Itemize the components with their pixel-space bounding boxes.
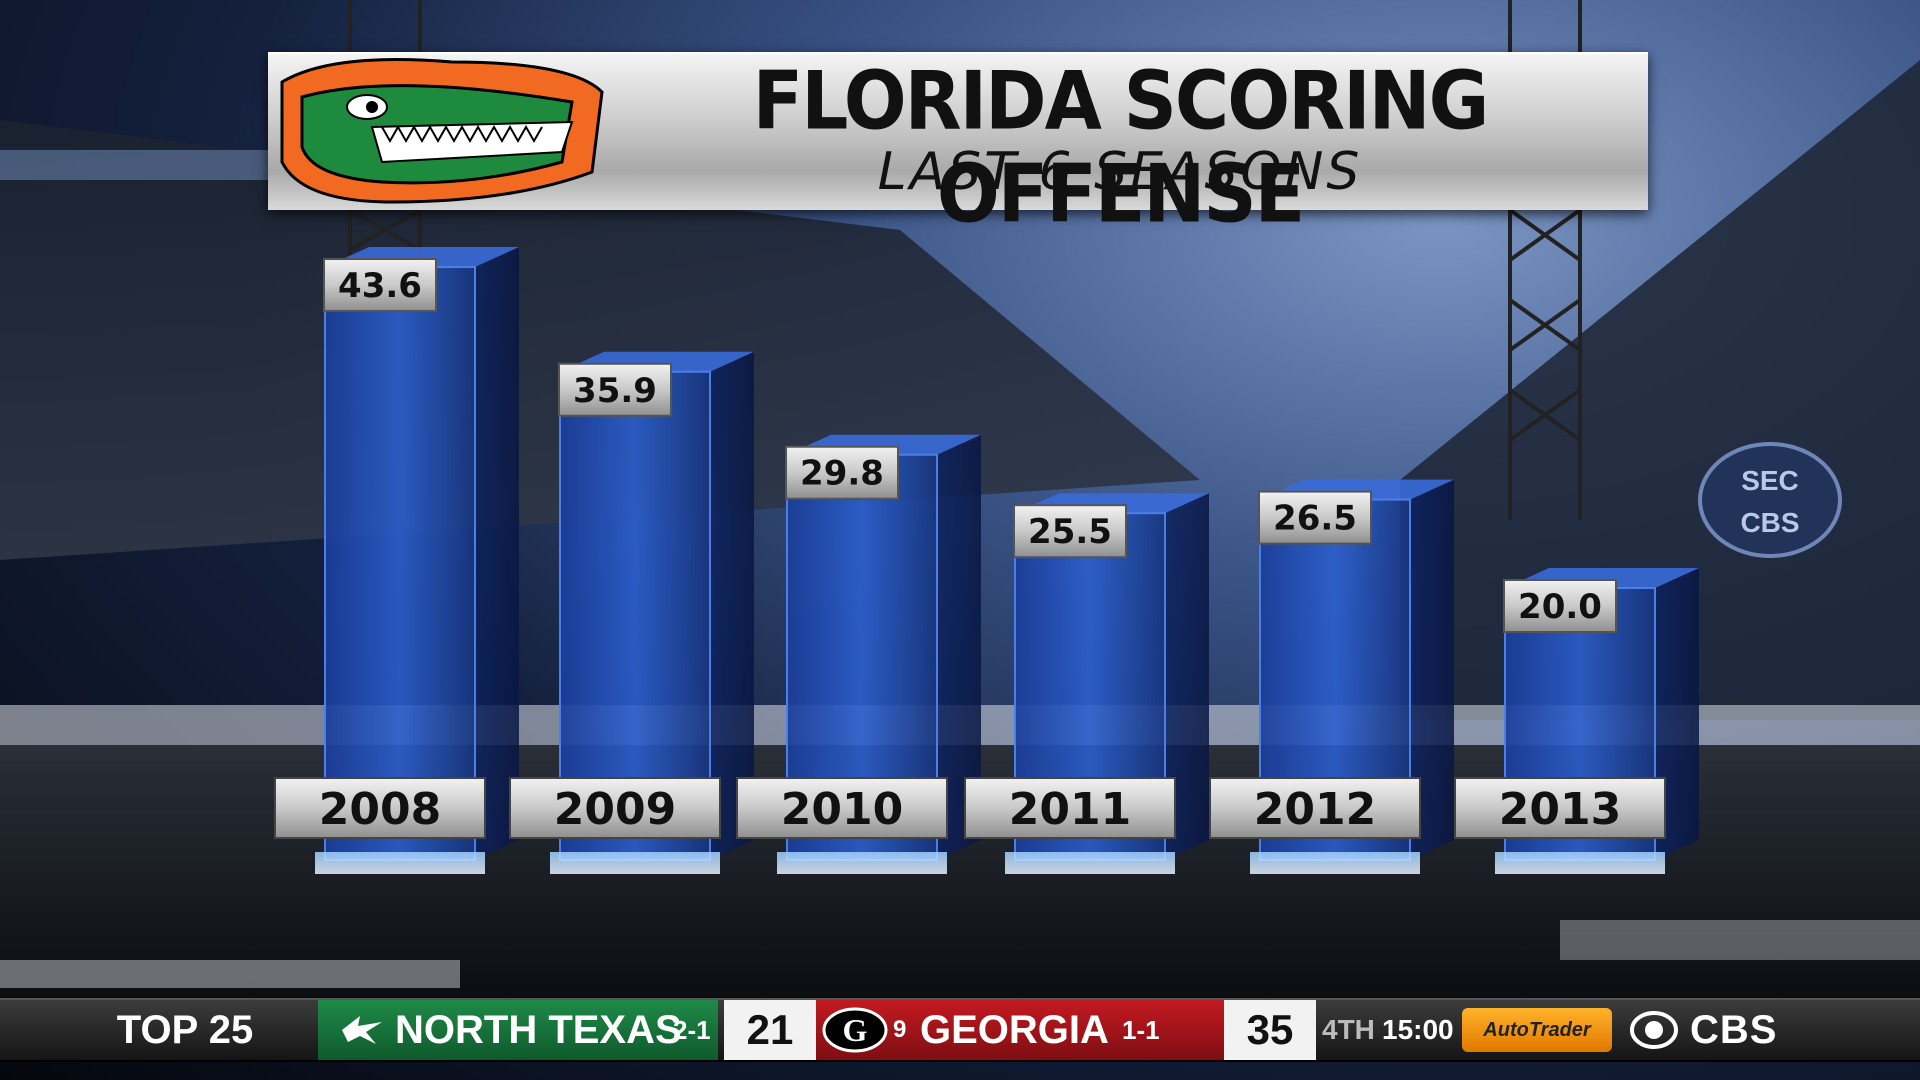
bar-base-glow-2010 [777, 852, 947, 874]
category-plate-2012 [1209, 777, 1421, 839]
team1-name: NORTH TEXAS [395, 1008, 682, 1052]
bar-group-2009: 35.9 2009 [509, 351, 754, 874]
team1-record: 2-1 [673, 1015, 711, 1045]
value-label-2011: 25.5 [1028, 512, 1112, 552]
team2-name: GEORGIA [920, 1008, 1109, 1052]
bar-base-glow-2012 [1250, 852, 1420, 874]
team2-score: 35 [1224, 1000, 1316, 1060]
bar-group-2010: 29.8 2010 [736, 434, 981, 874]
game-period: 4TH [1322, 1014, 1375, 1045]
team1-panel [318, 1000, 718, 1060]
category-label-2012: 2012 [1254, 784, 1376, 835]
team2-record: 1-1 [1122, 1015, 1160, 1045]
chart-subtitle: LAST 6 SEASONS [877, 142, 1363, 202]
category-label-2013: 2013 [1499, 784, 1621, 835]
category-plate-2009 [509, 777, 721, 839]
sponsor-badge: AutoTrader [1462, 1008, 1612, 1052]
chart-title: FLORIDA SCORING OFFENSE [752, 55, 1490, 241]
bar-side-2010 [937, 434, 981, 860]
category-plate-2011 [964, 777, 1176, 839]
bar-side-2008 [475, 247, 519, 861]
bar-group-2008: 43.6 2008 [274, 247, 519, 874]
game-clock: 15:00 [1382, 1014, 1454, 1045]
venue-sign-bottom: CBS [1740, 507, 1799, 538]
value-label-2010: 29.8 [800, 454, 884, 494]
value-plate-2011 [1013, 504, 1127, 559]
value-plate-2008 [323, 258, 437, 313]
value-plate-2009 [558, 362, 672, 417]
value-label-2008: 43.6 [338, 266, 422, 306]
cbs-eye-icon [1630, 1011, 1678, 1049]
value-plate-2012 [1258, 490, 1372, 545]
bar-group-2011: 25.5 2011 [964, 493, 1209, 874]
value-label-2012: 26.5 [1273, 499, 1357, 539]
venue-sign: SEC CBS [1698, 442, 1842, 558]
value-label-2013: 20.0 [1518, 587, 1602, 627]
category-label-2008: 2008 [319, 784, 441, 835]
venue-sign-top: SEC [1741, 465, 1799, 496]
bar-base-glow-2008 [315, 852, 485, 874]
svg-text:G: G [843, 1012, 868, 1048]
category-label-2010: 2010 [781, 784, 903, 835]
bar-base-glow-2013 [1495, 852, 1665, 874]
team2-rank: 9 [893, 1016, 907, 1043]
category-plate-2010 [736, 777, 948, 839]
value-plate-2010 [785, 445, 899, 500]
category-label-2011: 2011 [1009, 784, 1131, 835]
category-plate-2008 [274, 777, 486, 839]
network-logo: CBS [1690, 1008, 1778, 1052]
category-plate-2013 [1454, 777, 1666, 839]
category-label-2009: 2009 [554, 784, 676, 835]
ticker-label: TOP 25 [116, 1008, 254, 1052]
value-plate-2013 [1503, 579, 1617, 633]
georgia-g-icon: G [822, 1007, 888, 1053]
bar-side-2009 [710, 351, 754, 860]
bar-2008 [324, 266, 476, 862]
mean-green-eagle-icon [342, 1016, 382, 1044]
bar-side-2012 [1410, 479, 1454, 860]
bar-group-2012: 26.5 2012 [1209, 479, 1454, 874]
score-ticker: TOP 25 NORTH TEXAS 2-1 21 G 9 GEORGIA 1-… [0, 998, 1920, 1062]
bar-base-glow-2009 [550, 852, 720, 874]
gator-head-icon [280, 58, 604, 204]
bar-group-2013: 20.0 2013 [1454, 568, 1699, 874]
bar-side-2011 [1165, 493, 1209, 860]
bar-base-glow-2011 [1005, 852, 1175, 874]
team1-score: 21 [724, 1000, 816, 1060]
value-label-2009: 35.9 [573, 371, 657, 411]
